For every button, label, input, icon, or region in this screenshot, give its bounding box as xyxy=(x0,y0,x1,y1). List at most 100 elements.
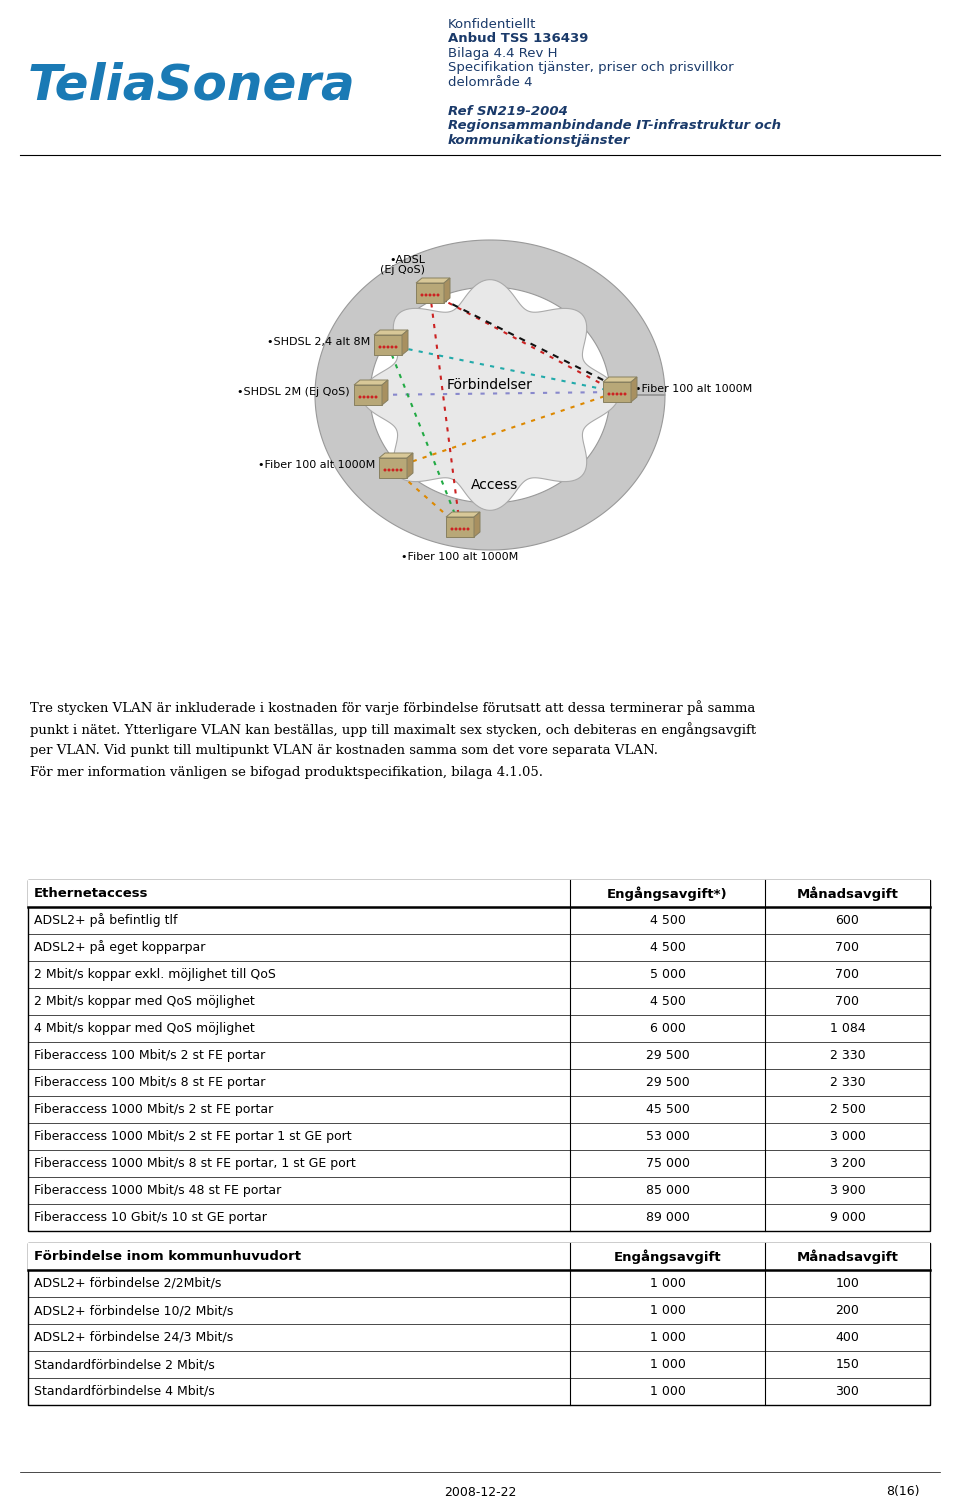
Text: 600: 600 xyxy=(835,914,859,927)
Text: Tre stycken VLAN är inkluderade i kostnaden för varje förbindelse förutsatt att : Tre stycken VLAN är inkluderade i kostna… xyxy=(30,700,756,715)
Circle shape xyxy=(454,528,458,531)
Circle shape xyxy=(399,469,402,472)
Text: 8(16): 8(16) xyxy=(886,1485,920,1499)
Polygon shape xyxy=(631,377,637,403)
Polygon shape xyxy=(402,330,408,354)
Text: 2 330: 2 330 xyxy=(829,1050,865,1062)
Text: Månadsavgift: Månadsavgift xyxy=(797,887,899,900)
Text: •SHDSL 2M (Ej QoS): •SHDSL 2M (Ej QoS) xyxy=(237,388,350,397)
Text: 1 000: 1 000 xyxy=(650,1304,685,1316)
Text: ADSL2+ förbindelse 2/2Mbit/s: ADSL2+ förbindelse 2/2Mbit/s xyxy=(34,1277,222,1289)
Text: 1 000: 1 000 xyxy=(650,1332,685,1344)
Text: per VLAN. Vid punkt till multipunkt VLAN är kostnaden samma som det vore separat: per VLAN. Vid punkt till multipunkt VLAN… xyxy=(30,743,658,757)
Text: Fiberaccess 100 Mbit/s 2 st FE portar: Fiberaccess 100 Mbit/s 2 st FE portar xyxy=(34,1050,265,1062)
Text: 29 500: 29 500 xyxy=(646,1050,689,1062)
Circle shape xyxy=(382,345,386,348)
Circle shape xyxy=(420,294,423,297)
Text: 3 200: 3 200 xyxy=(829,1157,865,1170)
Polygon shape xyxy=(474,513,480,537)
Circle shape xyxy=(387,345,390,348)
Text: 45 500: 45 500 xyxy=(645,1102,689,1116)
Text: TeliaSonera: TeliaSonera xyxy=(28,60,356,109)
Text: 4 500: 4 500 xyxy=(650,914,685,927)
Circle shape xyxy=(437,294,440,297)
Text: Fiberaccess 1000 Mbit/s 2 st FE portar 1 st GE port: Fiberaccess 1000 Mbit/s 2 st FE portar 1… xyxy=(34,1129,351,1143)
Circle shape xyxy=(371,395,373,398)
Circle shape xyxy=(383,469,387,472)
Circle shape xyxy=(392,469,395,472)
Text: •Fiber 100 alt 1000M: •Fiber 100 alt 1000M xyxy=(635,385,753,394)
Polygon shape xyxy=(315,240,665,550)
Circle shape xyxy=(612,392,614,395)
Circle shape xyxy=(433,294,436,297)
Text: Bilaga 4.4 Rev H: Bilaga 4.4 Rev H xyxy=(448,47,558,60)
Text: 1 000: 1 000 xyxy=(650,1384,685,1398)
Polygon shape xyxy=(416,277,450,284)
Polygon shape xyxy=(382,380,388,406)
Text: 2008-12-22: 2008-12-22 xyxy=(444,1485,516,1499)
Circle shape xyxy=(463,528,466,531)
Text: Ethernetaccess: Ethernetaccess xyxy=(34,887,149,900)
Text: Månadsavgift: Månadsavgift xyxy=(797,1249,899,1264)
Polygon shape xyxy=(407,452,413,478)
Polygon shape xyxy=(379,452,413,458)
Circle shape xyxy=(395,345,397,348)
Text: 53 000: 53 000 xyxy=(645,1129,689,1143)
Bar xyxy=(354,385,382,406)
Text: 200: 200 xyxy=(835,1304,859,1316)
Text: 4 Mbit/s koppar med QoS möjlighet: 4 Mbit/s koppar med QoS möjlighet xyxy=(34,1022,254,1034)
Circle shape xyxy=(459,528,462,531)
Bar xyxy=(416,284,444,303)
Circle shape xyxy=(623,392,627,395)
Circle shape xyxy=(424,294,427,297)
Circle shape xyxy=(615,392,618,395)
Circle shape xyxy=(374,395,377,398)
Circle shape xyxy=(358,395,362,398)
Text: Specifikation tjänster, priser och prisvillkor: Specifikation tjänster, priser och prisv… xyxy=(448,62,733,74)
Text: 75 000: 75 000 xyxy=(645,1157,689,1170)
Text: Anbud TSS 136439: Anbud TSS 136439 xyxy=(448,33,588,45)
Bar xyxy=(28,1243,930,1405)
Text: 29 500: 29 500 xyxy=(646,1077,689,1089)
Bar xyxy=(379,458,407,478)
Text: punkt i nätet. Ytterligare VLAN kan beställas, upp till maximalt sex stycken, oc: punkt i nätet. Ytterligare VLAN kan best… xyxy=(30,722,756,737)
Bar xyxy=(28,881,930,906)
Bar xyxy=(603,382,631,403)
Bar xyxy=(28,881,930,1231)
Text: 100: 100 xyxy=(835,1277,859,1289)
Text: 700: 700 xyxy=(835,941,859,955)
Text: Fiberaccess 100 Mbit/s 8 st FE portar: Fiberaccess 100 Mbit/s 8 st FE portar xyxy=(34,1077,265,1089)
Text: Fiberaccess 1000 Mbit/s 48 st FE portar: Fiberaccess 1000 Mbit/s 48 st FE portar xyxy=(34,1184,281,1197)
Text: 300: 300 xyxy=(835,1384,859,1398)
Text: ADSL2+ på eget kopparpar: ADSL2+ på eget kopparpar xyxy=(34,941,205,955)
Text: 2 330: 2 330 xyxy=(829,1077,865,1089)
Text: Konfidentiellt: Konfidentiellt xyxy=(448,18,537,32)
Text: 150: 150 xyxy=(835,1359,859,1371)
Text: 700: 700 xyxy=(835,995,859,1007)
Text: 1 000: 1 000 xyxy=(650,1359,685,1371)
Text: Fiberaccess 1000 Mbit/s 2 st FE portar: Fiberaccess 1000 Mbit/s 2 st FE portar xyxy=(34,1102,274,1116)
Text: 2 500: 2 500 xyxy=(829,1102,865,1116)
Text: •SHDSL 2,4 alt 8M: •SHDSL 2,4 alt 8M xyxy=(267,336,370,347)
Text: Fiberaccess 10 Gbit/s 10 st GE portar: Fiberaccess 10 Gbit/s 10 st GE portar xyxy=(34,1211,267,1224)
Polygon shape xyxy=(361,279,619,510)
Text: Standardförbindelse 2 Mbit/s: Standardförbindelse 2 Mbit/s xyxy=(34,1359,215,1371)
Text: 5 000: 5 000 xyxy=(650,968,685,982)
Text: Access: Access xyxy=(471,478,518,492)
Text: ADSL2+ förbindelse 24/3 Mbit/s: ADSL2+ förbindelse 24/3 Mbit/s xyxy=(34,1332,233,1344)
Circle shape xyxy=(367,395,370,398)
Text: •ADSL: •ADSL xyxy=(389,255,425,265)
Circle shape xyxy=(388,469,391,472)
Text: •Fiber 100 alt 1000M: •Fiber 100 alt 1000M xyxy=(257,460,375,470)
Text: 700: 700 xyxy=(835,968,859,982)
Text: 400: 400 xyxy=(835,1332,859,1344)
Text: (Ej QoS): (Ej QoS) xyxy=(380,265,425,274)
Polygon shape xyxy=(374,330,408,335)
Text: Engångsavgift: Engångsavgift xyxy=(613,1249,721,1264)
Text: 1 084: 1 084 xyxy=(829,1022,865,1034)
Text: 2 Mbit/s koppar exkl. möjlighet till QoS: 2 Mbit/s koppar exkl. möjlighet till QoS xyxy=(34,968,276,982)
Text: 1 000: 1 000 xyxy=(650,1277,685,1289)
Text: 2 Mbit/s koppar med QoS möjlighet: 2 Mbit/s koppar med QoS möjlighet xyxy=(34,995,254,1007)
Circle shape xyxy=(450,528,453,531)
Text: 4 500: 4 500 xyxy=(650,995,685,1007)
